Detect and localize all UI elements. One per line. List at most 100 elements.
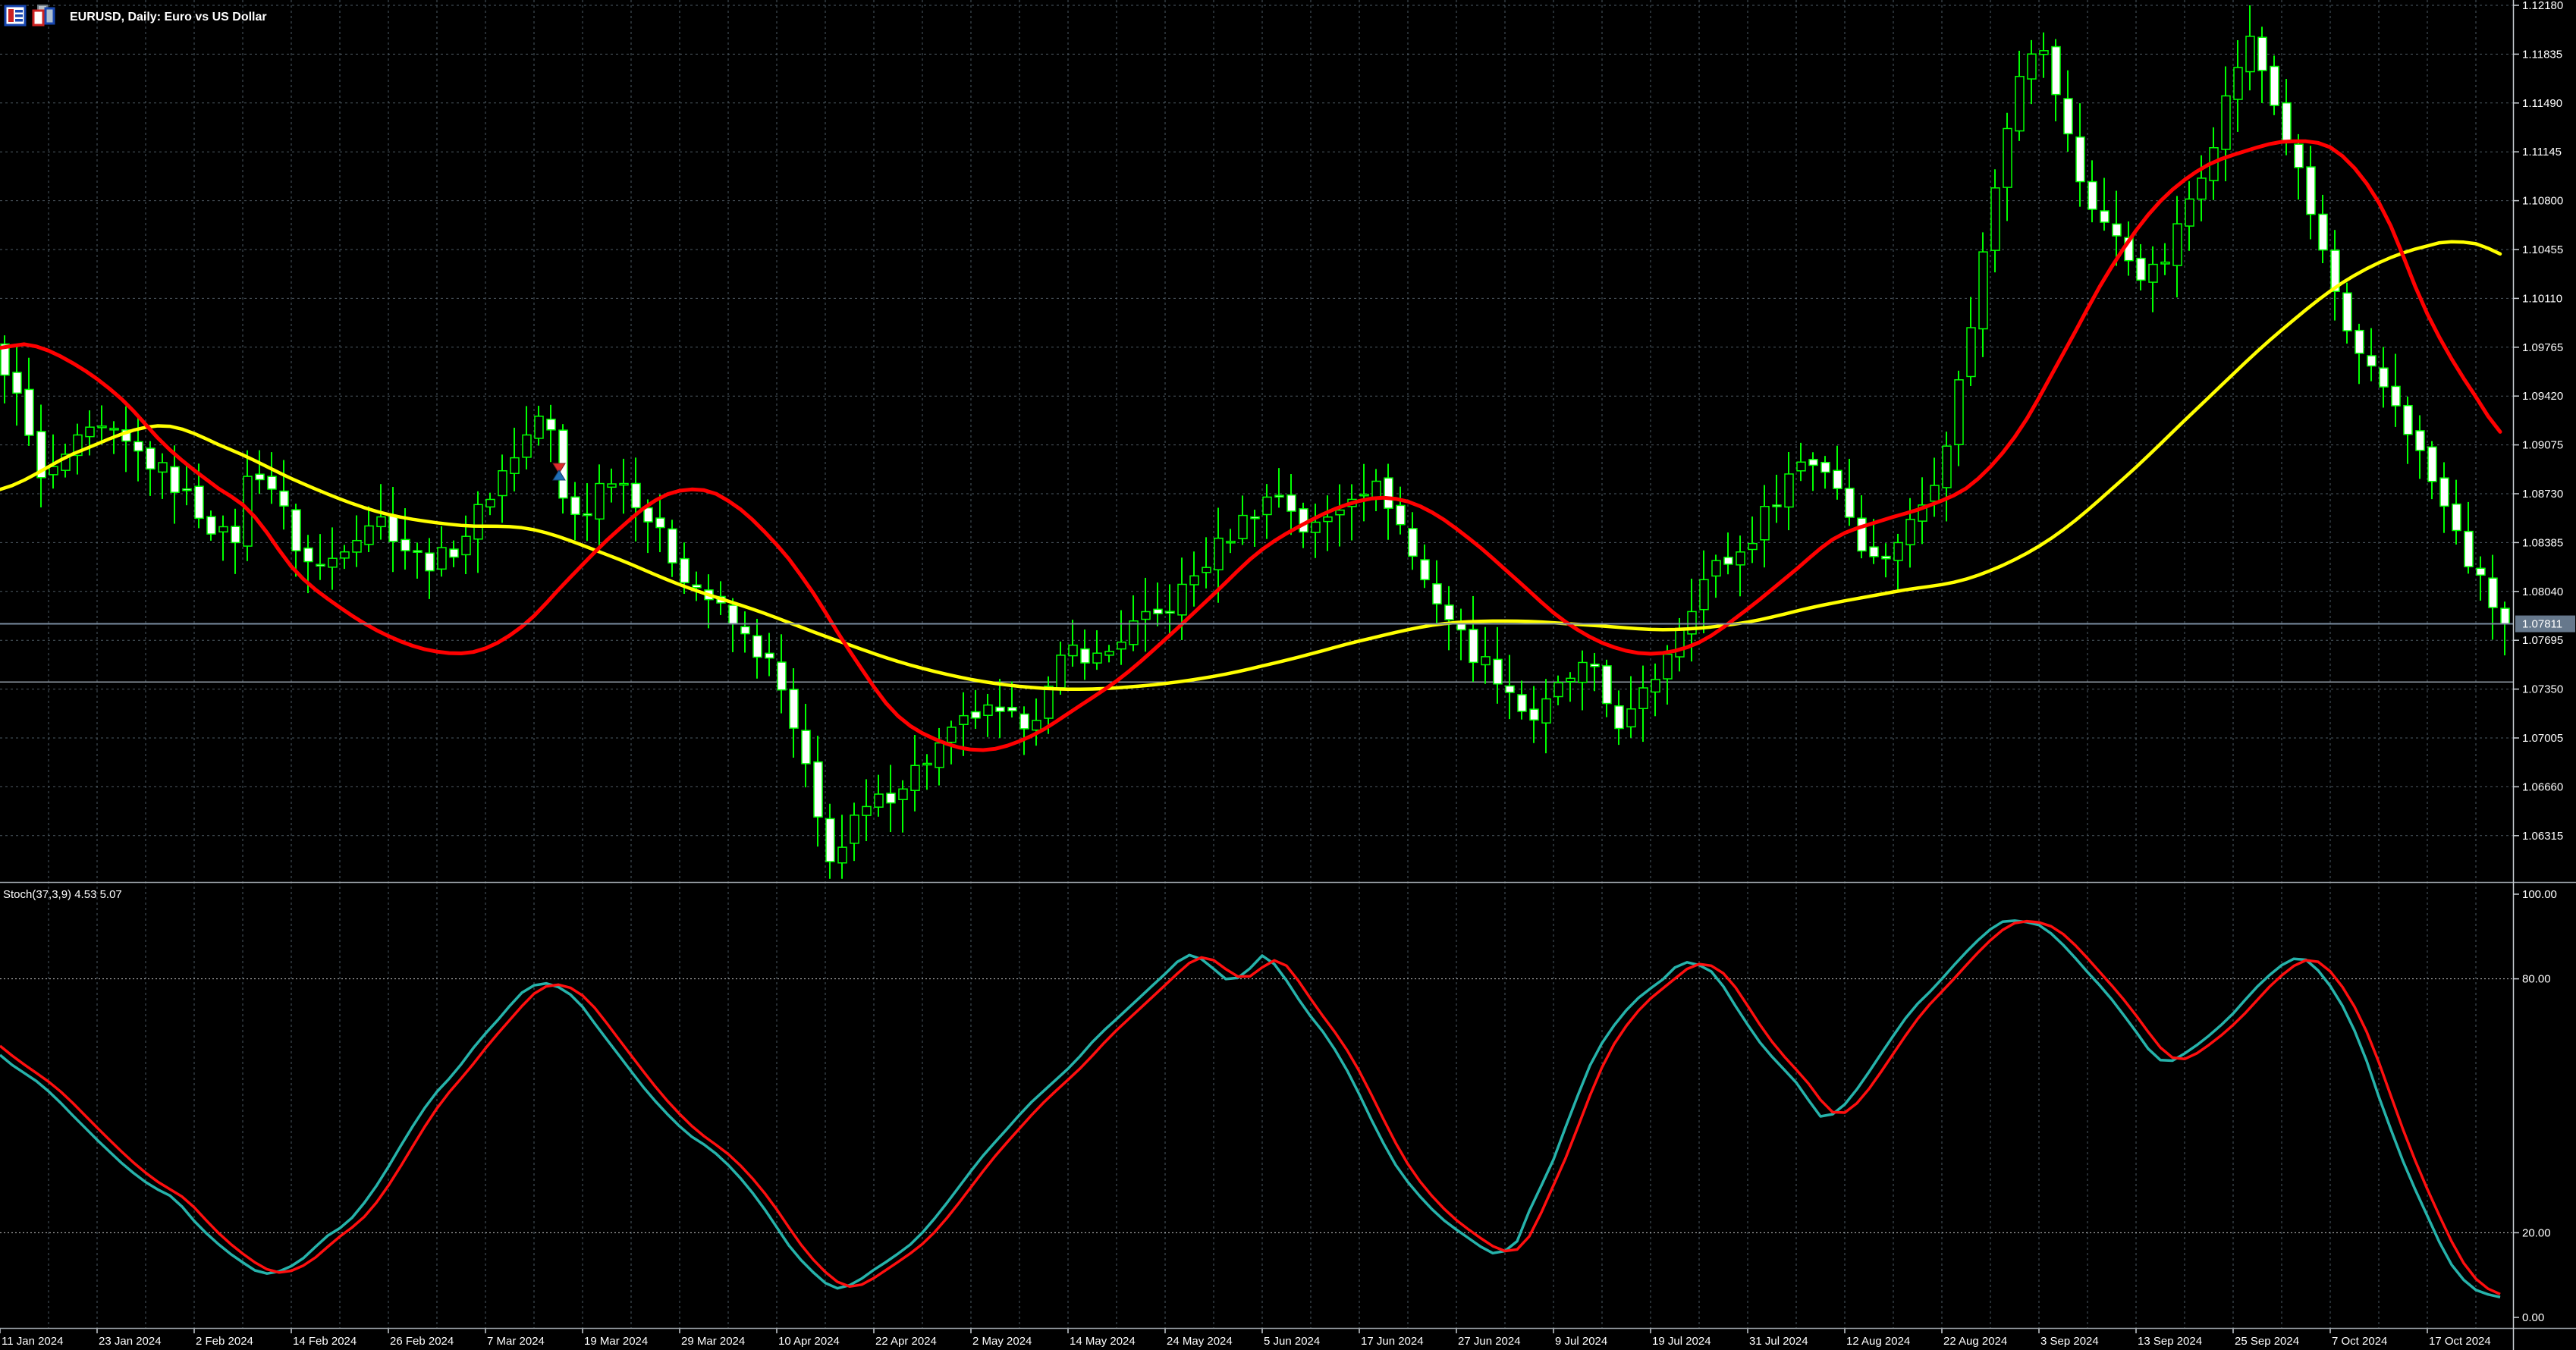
stochastic-panel[interactable] [0,919,2513,1299]
candle-body-bull [1032,720,1041,731]
candle-body-bear [1820,461,1830,473]
candle-body-bull [935,742,944,768]
chart-list-icon[interactable] [4,5,27,27]
candle-body-bear [2282,102,2292,143]
candle-body-bear [1019,713,1029,730]
candle-body-bear [2294,143,2304,168]
date-tick-label: 27 Jun 2024 [1458,1335,1521,1348]
stoch-tick-label: 100.00 [2522,888,2557,901]
candle-body-bull [1104,651,1114,656]
candle-body-bear [765,652,774,659]
chart-title-bar: EURUSD, Daily: Euro vs US Dollar [4,5,267,27]
candle-body-bull [2197,177,2207,200]
candle-body-bear [2257,36,2267,71]
date-tick-label: 19 Mar 2024 [584,1335,648,1348]
candle-body-bear [2355,329,2364,354]
candle-body-bear [1808,459,1818,466]
candle-body-bear [668,528,677,564]
candle-body-bull [1092,652,1102,664]
candle-body-bull [364,525,374,545]
candle-body-bull [437,547,447,570]
candle-body-bull [1226,541,1236,544]
candle-body-bull [959,714,969,725]
candle-body-bull [2148,263,2158,283]
candle-body-bear [1881,555,1891,560]
red-ma-line [0,139,2502,752]
date-tick-label: 26 Feb 2024 [390,1335,454,1348]
candle-body-bull [1760,506,1770,541]
buy-arrow-icon[interactable] [552,469,566,481]
candle-body-bear [2500,608,2510,625]
sell-arrow-icon[interactable] [552,463,566,474]
price-tick-label: 1.07005 [2522,732,2563,745]
candle-body-bull [850,815,859,844]
price-tick-label: 1.10455 [2522,243,2563,256]
candle-body-bull [2015,76,2025,132]
candle-body-bear [1772,504,1782,507]
date-tick-label: 10 Apr 2024 [778,1335,840,1348]
candle-body-bear [267,476,277,490]
candle-body-bull [1068,644,1078,657]
candle-body-bull [1189,575,1199,586]
candle-body-bear [1007,707,1017,711]
candle-body-bear [303,547,313,563]
bid-price-tag-label: 1.07811 [2522,618,2562,631]
price-axis[interactable]: 1.12180 1.11835 1.11490 1.11145 1.10800 1.104… [2513,0,2575,1324]
candle-body-bull [983,704,993,717]
candle-body-bear [2415,430,2425,451]
candle-body-bear [777,661,787,691]
date-tick-label: 31 Jul 2024 [1749,1335,1808,1348]
candle-body-bull [1117,641,1126,650]
date-tick-label: 2 May 2024 [972,1335,1032,1348]
stoch-tick-label: 0.00 [2522,1311,2544,1324]
candle-body-bull [49,466,58,476]
candle-body-bear [2112,223,2122,237]
candle-body-bear [425,552,435,572]
candle-body-bear [2367,355,2377,367]
candle-body-bear [2063,98,2073,135]
candle-body-bear [995,706,1005,712]
candle-body-bull [1711,560,1721,577]
candle-body-bull [1687,611,1697,635]
bid-price-tag [2515,615,2575,633]
date-tick-label: 22 Aug 2024 [1943,1335,2007,1348]
price-tick-label: 1.08385 [2522,536,2563,549]
candle-body-bull [1553,682,1563,698]
candle-body-bear [971,711,981,719]
candle-body-bear [1153,608,1163,614]
time-axis[interactable]: 11 Jan 2024 23 Jan 2024 2 Feb 2024 14 Feb 2… [0,1329,2491,1348]
candle-body-bear [546,419,556,431]
price-tick-label: 1.09420 [2522,390,2563,403]
candle-body-bear [728,604,738,625]
date-tick-label: 25 Sep 2024 [2235,1335,2299,1348]
stoch-tick-label: 20.00 [2522,1226,2551,1239]
candle-body-bear [583,513,592,516]
candle-body-bull [485,498,495,508]
candle-body-bear [2427,446,2437,482]
date-tick-label: 5 Jun 2024 [1264,1335,1320,1348]
candle-body-bear [2476,567,2486,576]
date-tick-label: 14 May 2024 [1070,1335,1136,1348]
candle-body-bull [595,482,605,520]
price-tick-label: 1.09765 [2522,341,2563,354]
price-tick-label: 1.11145 [2522,146,2562,159]
candle-body-bull [2185,198,2194,227]
candle-body-bull [2003,127,2012,188]
candle-body-bull [1566,677,1575,683]
candle-body-bull [1663,653,1673,680]
candle-body-bear [2075,136,2085,183]
candle-body-bull [2039,50,2049,55]
candle-body-bull [2027,53,2037,80]
candle-body-bear [752,635,762,658]
candle-body-bull [837,846,847,864]
candle-body-bear [2330,250,2340,292]
date-tick-label: 23 Jan 2024 [99,1335,162,1348]
candle-body-bull [1699,579,1709,611]
price-tick-label: 1.06315 [2522,830,2563,843]
candle-body-bear [2100,210,2109,223]
candlestick-chart-icon[interactable] [32,5,55,27]
candle-body-bear [1250,516,1260,520]
candle-body-bull [522,434,532,458]
candle-body-bear [1602,665,1612,705]
